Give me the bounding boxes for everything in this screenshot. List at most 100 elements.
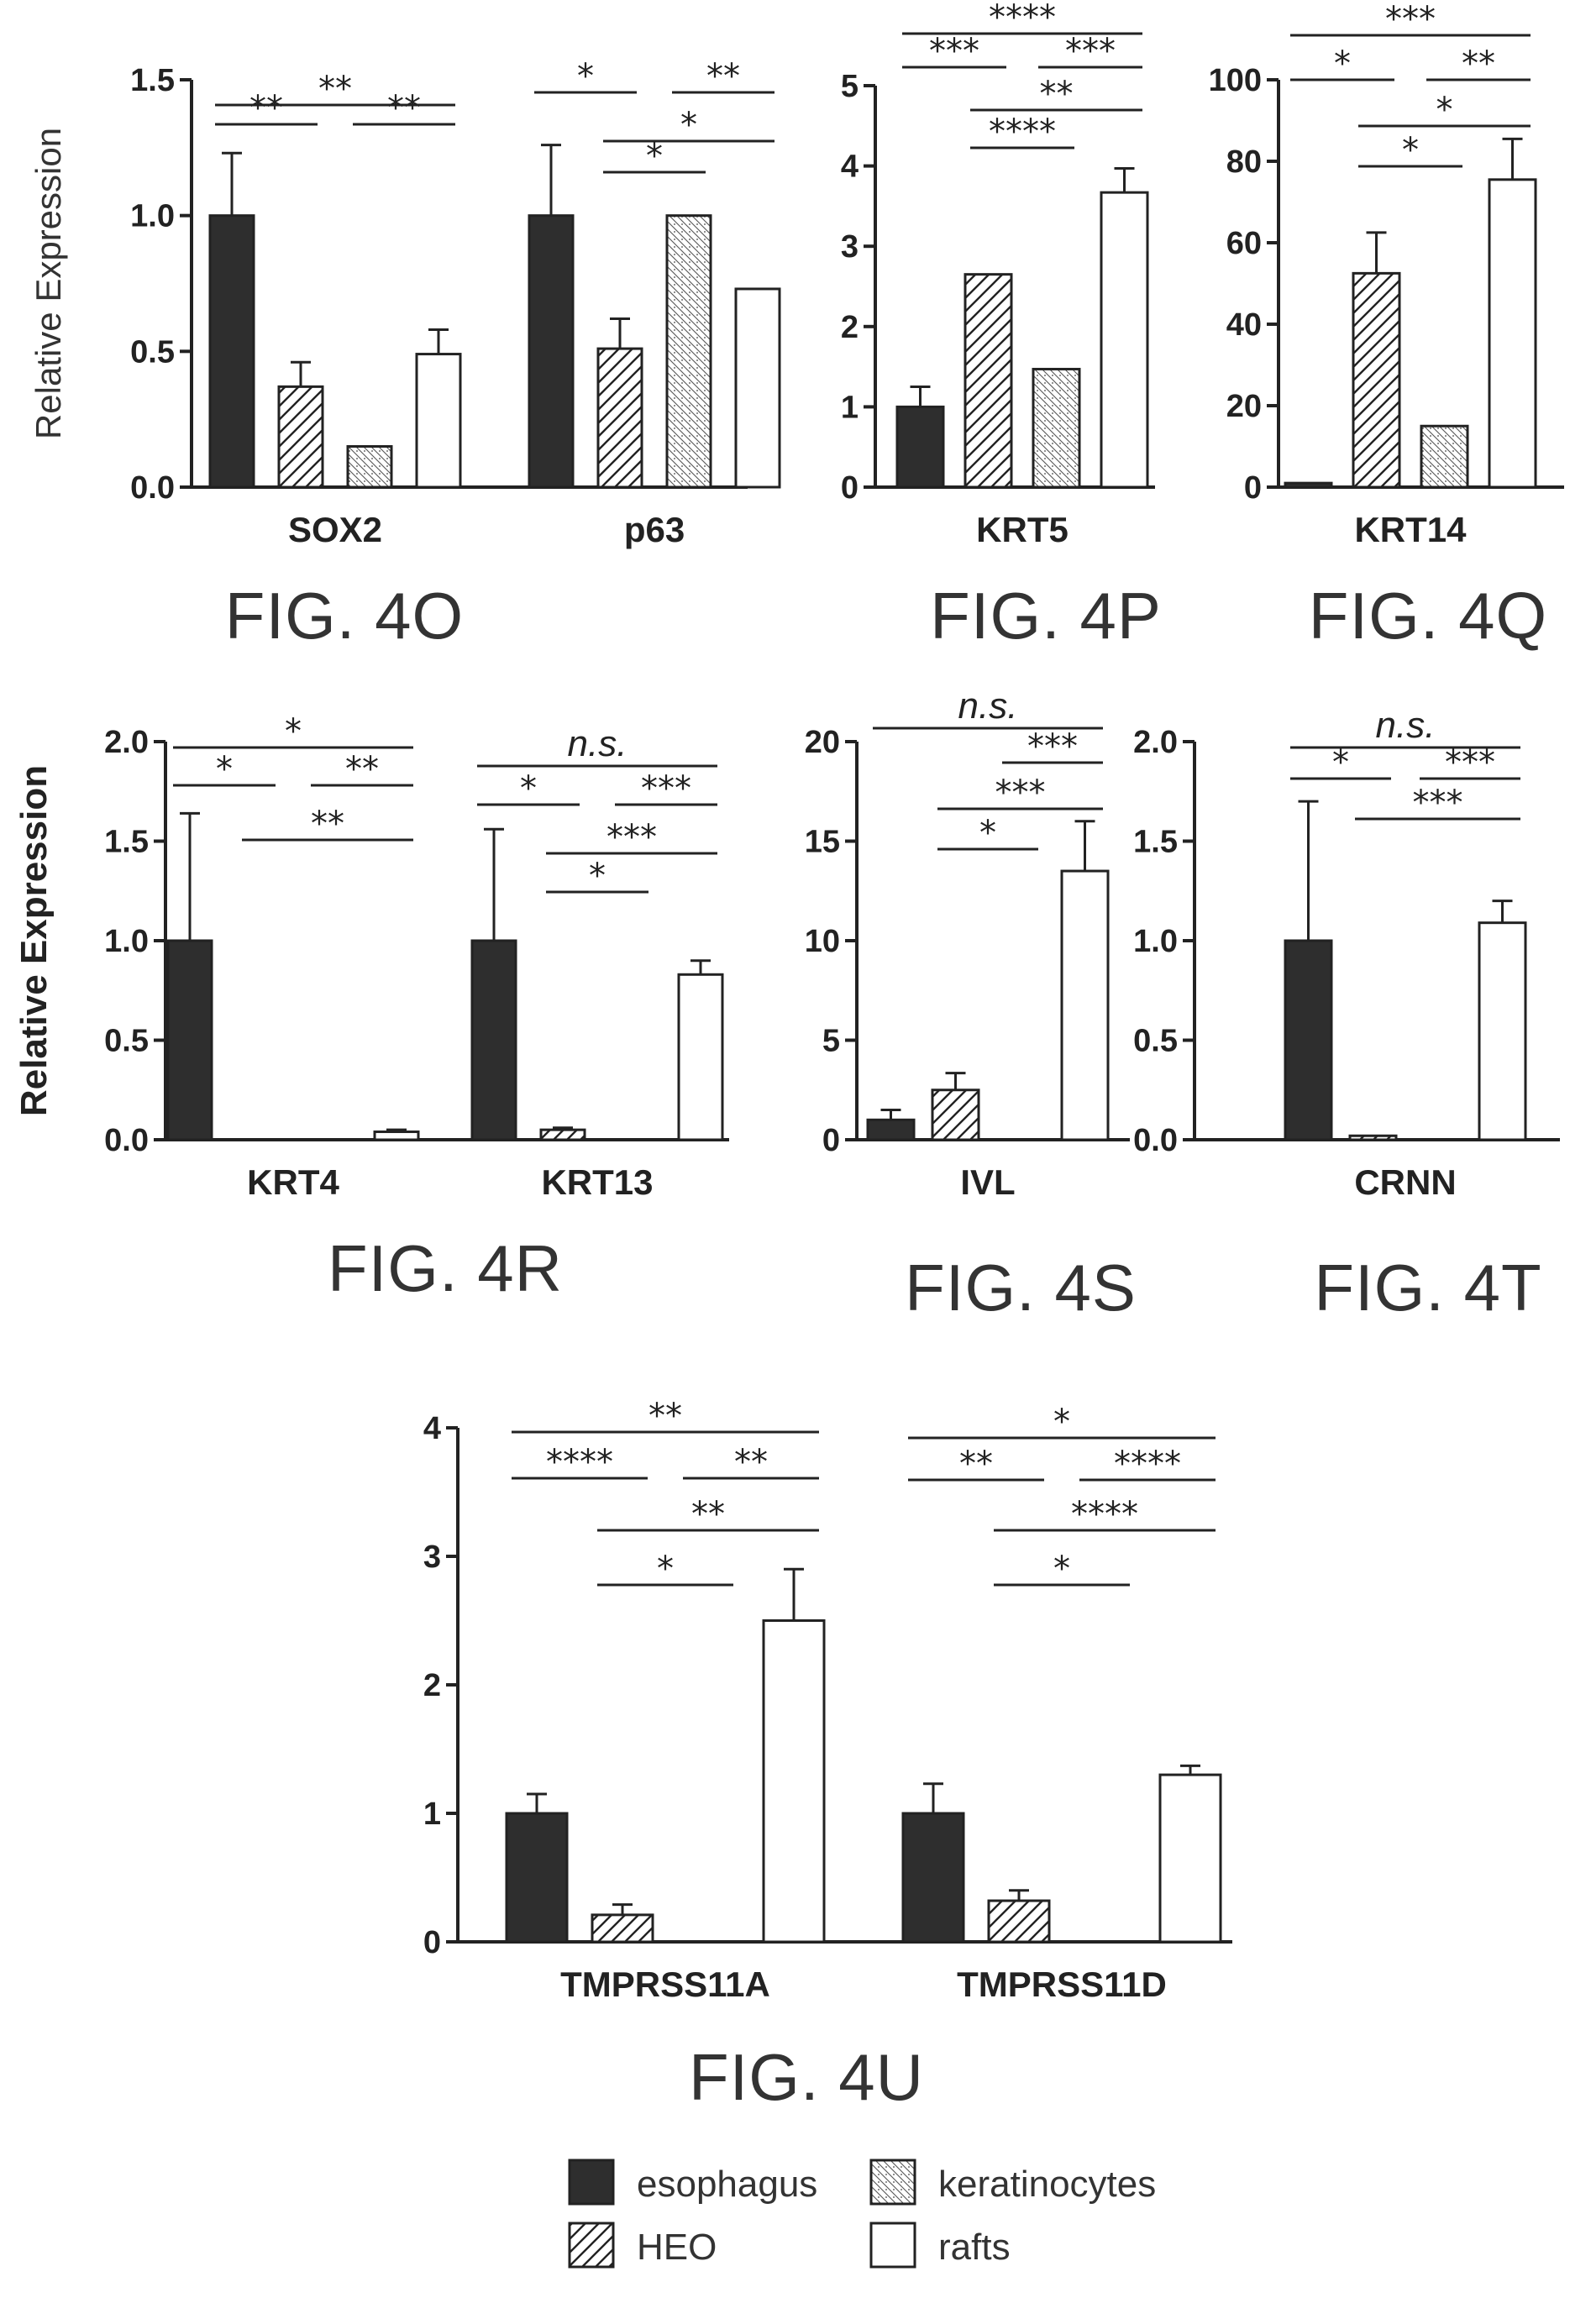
significance-label: *** <box>995 774 1046 812</box>
bar-esophagus <box>505 1812 569 1944</box>
significance-label: *** <box>1413 784 1463 822</box>
bar-esophagus <box>866 1118 916 1141</box>
figure-caption: FIG. 4U <box>689 2040 924 2114</box>
bar-HEO <box>591 1913 654 1944</box>
significance-label: **** <box>1114 1445 1181 1483</box>
bar-keratinocytes <box>346 445 393 489</box>
bar-keratinocytes <box>665 214 712 489</box>
significance-label: * <box>1436 91 1453 129</box>
figure-caption: FIG. 4P <box>930 579 1162 653</box>
y-tick-label: 0 <box>841 470 859 506</box>
category-label: TMPRSS11D <box>957 1965 1167 2004</box>
y-tick-label: 1.5 <box>130 63 175 98</box>
significance-label: ** <box>345 750 379 789</box>
bar-rafts <box>415 353 462 489</box>
bar-rafts <box>1478 921 1527 1141</box>
y-tick-label: 3 <box>841 229 859 265</box>
significance-label: * <box>1332 743 1349 782</box>
significance-label: n.s. <box>568 723 627 764</box>
significance-label: ** <box>734 1443 768 1482</box>
y-tick-label: 4 <box>841 150 859 185</box>
y-tick-label: 1.0 <box>1133 924 1178 959</box>
significance-label: * <box>1402 131 1419 170</box>
category-label: CRNN <box>1354 1162 1456 1202</box>
y-tick-label: 5 <box>822 1024 840 1059</box>
category-label: KRT4 <box>247 1162 339 1202</box>
bar-HEO <box>964 273 1013 489</box>
significance-label: * <box>646 137 663 176</box>
legend-swatch-esophagus <box>568 2159 615 2206</box>
y-tick-label: 4 <box>423 1411 441 1446</box>
y-tick-label: 0.0 <box>130 470 175 506</box>
bar-HEO <box>987 1899 1051 1944</box>
significance-label: n.s. <box>958 685 1018 727</box>
y-tick-label: 2.0 <box>104 725 149 760</box>
bar-esophagus <box>895 405 945 489</box>
significance-label: * <box>285 712 302 751</box>
bar-rafts <box>677 973 724 1141</box>
significance-label: **** <box>546 1443 613 1482</box>
significance-label: ** <box>1462 45 1495 83</box>
legend-label-rafts: rafts <box>938 2227 1011 2268</box>
bar-rafts <box>1060 869 1110 1141</box>
y-tick-label: 1.0 <box>104 924 149 959</box>
bar-keratinocytes <box>1420 424 1469 489</box>
significance-label: ** <box>318 70 352 108</box>
bar-rafts <box>373 1131 420 1141</box>
y-axis-label: Relative Expression <box>29 128 68 439</box>
significance-label: **** <box>989 113 1056 151</box>
significance-label: n.s. <box>1376 705 1436 746</box>
category-label: SOX2 <box>288 510 382 549</box>
significance-label: ** <box>249 89 283 128</box>
category-label: KRT5 <box>976 510 1069 549</box>
y-tick-label: 15 <box>805 825 840 860</box>
significance-label: * <box>680 106 697 144</box>
bar-esophagus <box>901 1812 965 1944</box>
y-tick-label: 100 <box>1209 63 1262 98</box>
bar-esophagus <box>528 214 575 489</box>
y-tick-label: 1.0 <box>130 199 175 234</box>
bar-esophagus <box>470 939 517 1141</box>
bar-HEO <box>539 1128 586 1141</box>
y-tick-label: 0 <box>1244 470 1262 506</box>
bar-keratinocytes <box>1032 367 1081 489</box>
significance-label: * <box>216 750 233 789</box>
y-axis-label: Relative Expression <box>13 765 55 1116</box>
bar-rafts <box>734 287 781 489</box>
significance-label: *** <box>1385 0 1436 39</box>
significance-label: * <box>979 814 996 852</box>
category-label: KRT14 <box>1354 510 1467 549</box>
chart-3: 0.0 0.5 1.0 1.5 2.0 Relative Expression KRT4 KR… <box>13 712 729 1305</box>
significance-label: ** <box>691 1495 725 1534</box>
significance-label: ** <box>959 1445 993 1483</box>
figure-caption: FIG. 4Q <box>1309 579 1547 653</box>
bar-esophagus <box>208 214 255 489</box>
y-tick-label: 20 <box>805 725 840 760</box>
y-tick-label: 1 <box>423 1797 441 1832</box>
y-tick-label: 60 <box>1226 226 1262 261</box>
y-tick-label: 1.5 <box>104 825 149 860</box>
bar-esophagus <box>1284 939 1333 1141</box>
bar-rafts <box>1100 191 1149 489</box>
bar-HEO <box>1352 271 1401 489</box>
significance-label: *** <box>1445 743 1495 782</box>
significance-label: * <box>657 1550 674 1588</box>
y-tick-label: 0.5 <box>130 334 175 370</box>
y-tick-label: 0.5 <box>1133 1024 1178 1059</box>
bar-rafts <box>1488 178 1537 489</box>
significance-label: *** <box>606 818 657 857</box>
figure-caption: FIG. 4S <box>905 1251 1137 1325</box>
legend-swatch-keratinocytes <box>869 2159 916 2206</box>
significance-label: * <box>1053 1403 1070 1441</box>
y-tick-label: 2.0 <box>1133 725 1178 760</box>
significance-label: **** <box>989 0 1056 37</box>
y-tick-label: 0 <box>423 1925 441 1960</box>
bar-HEO <box>277 385 324 489</box>
